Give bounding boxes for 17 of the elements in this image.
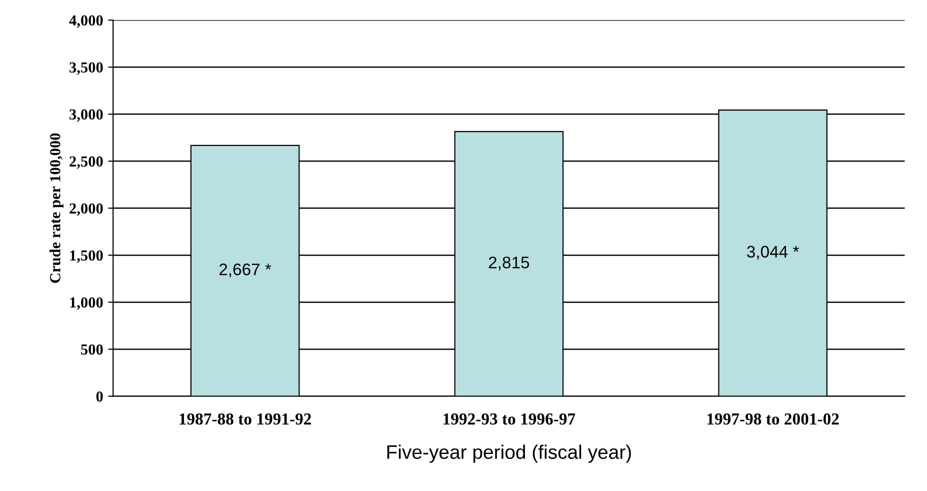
data-label: 2,667 *: [219, 264, 272, 278]
y-tick-label: 1,000: [70, 297, 103, 310]
y-axis-title: Crude rate per 100,000: [50, 133, 64, 283]
y-tick-label: 1,500: [70, 250, 103, 263]
y-tick-label: 4,000: [69, 15, 103, 28]
x-tick-label: 1987-88 to 1991-92: [180, 413, 311, 425]
y-tick-label: 2,000: [70, 203, 103, 216]
x-axis-title: Five-year period (fiscal year): [387, 444, 631, 463]
y-tick-label: 3,500: [70, 62, 103, 75]
y-tick-label: 0: [96, 391, 103, 402]
data-label: 2,815: [488, 256, 530, 270]
y-tick-label: 3,000: [70, 109, 103, 122]
y-tick-label: 500: [81, 344, 103, 355]
x-tick-label: 1997-98 to 2001-02: [707, 413, 839, 425]
data-label: 3,044 *: [747, 246, 799, 260]
y-tick-label: 2,500: [70, 156, 103, 169]
x-tick-label: 1992-93 to 1996-97: [444, 413, 576, 425]
